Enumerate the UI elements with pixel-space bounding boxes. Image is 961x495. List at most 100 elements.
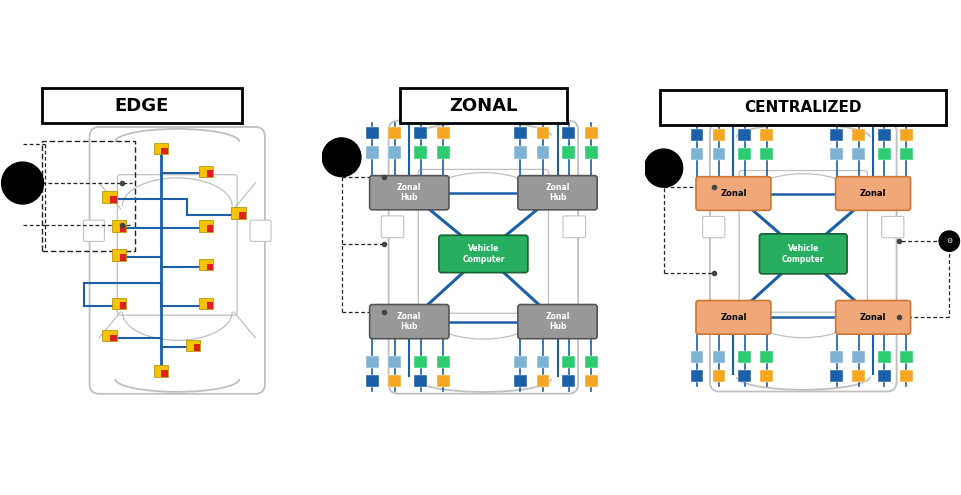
Circle shape [322, 138, 360, 177]
FancyBboxPatch shape [851, 370, 864, 382]
FancyBboxPatch shape [199, 297, 213, 309]
FancyBboxPatch shape [835, 300, 910, 334]
FancyBboxPatch shape [881, 216, 903, 238]
FancyBboxPatch shape [712, 351, 725, 363]
Text: Zonal: Zonal [859, 189, 885, 198]
FancyBboxPatch shape [103, 330, 116, 341]
FancyBboxPatch shape [250, 220, 271, 242]
FancyBboxPatch shape [758, 234, 847, 274]
FancyBboxPatch shape [759, 148, 773, 160]
FancyBboxPatch shape [119, 254, 126, 261]
FancyBboxPatch shape [835, 177, 910, 210]
FancyBboxPatch shape [759, 351, 773, 363]
FancyBboxPatch shape [388, 127, 401, 139]
FancyBboxPatch shape [584, 375, 597, 388]
FancyBboxPatch shape [413, 147, 427, 158]
FancyBboxPatch shape [562, 147, 575, 158]
FancyBboxPatch shape [513, 127, 527, 139]
FancyBboxPatch shape [369, 304, 449, 339]
FancyBboxPatch shape [381, 216, 404, 238]
FancyBboxPatch shape [119, 302, 126, 309]
FancyBboxPatch shape [562, 375, 575, 388]
FancyBboxPatch shape [899, 148, 912, 160]
FancyBboxPatch shape [232, 207, 245, 219]
FancyBboxPatch shape [369, 176, 449, 210]
FancyBboxPatch shape [207, 225, 213, 232]
FancyBboxPatch shape [712, 129, 725, 141]
FancyBboxPatch shape [238, 212, 245, 219]
FancyBboxPatch shape [877, 148, 890, 160]
FancyBboxPatch shape [154, 143, 168, 154]
FancyBboxPatch shape [759, 129, 773, 141]
FancyBboxPatch shape [388, 121, 578, 394]
FancyBboxPatch shape [737, 129, 751, 141]
FancyBboxPatch shape [877, 129, 890, 141]
FancyBboxPatch shape [759, 370, 773, 382]
FancyBboxPatch shape [388, 356, 401, 368]
FancyBboxPatch shape [418, 169, 548, 313]
Text: 🧠: 🧠 [659, 163, 666, 173]
FancyBboxPatch shape [117, 175, 237, 315]
FancyBboxPatch shape [112, 297, 126, 309]
FancyBboxPatch shape [110, 196, 116, 203]
Text: CENTRALIZED: CENTRALIZED [744, 100, 861, 115]
FancyBboxPatch shape [536, 147, 549, 158]
FancyBboxPatch shape [877, 351, 890, 363]
FancyBboxPatch shape [702, 216, 724, 238]
FancyBboxPatch shape [436, 147, 449, 158]
FancyBboxPatch shape [186, 340, 200, 351]
FancyBboxPatch shape [413, 356, 427, 368]
FancyBboxPatch shape [388, 375, 401, 388]
FancyBboxPatch shape [829, 129, 842, 141]
FancyBboxPatch shape [436, 127, 449, 139]
FancyBboxPatch shape [877, 370, 890, 382]
Text: Zonal
Hub: Zonal Hub [545, 183, 569, 202]
Text: ZONAL: ZONAL [449, 97, 517, 115]
FancyBboxPatch shape [690, 148, 702, 160]
FancyBboxPatch shape [119, 225, 126, 232]
FancyBboxPatch shape [436, 375, 449, 388]
FancyBboxPatch shape [659, 91, 946, 125]
FancyBboxPatch shape [737, 351, 751, 363]
Text: Zonal
Hub: Zonal Hub [397, 312, 421, 331]
FancyBboxPatch shape [365, 375, 379, 388]
FancyBboxPatch shape [89, 127, 264, 394]
FancyBboxPatch shape [536, 375, 549, 388]
Text: ⚙: ⚙ [946, 238, 951, 244]
Text: 🧠: 🧠 [338, 152, 345, 162]
FancyBboxPatch shape [399, 88, 567, 123]
FancyBboxPatch shape [738, 171, 867, 312]
FancyBboxPatch shape [199, 166, 213, 177]
FancyBboxPatch shape [438, 235, 528, 273]
FancyBboxPatch shape [388, 147, 401, 158]
Circle shape [2, 162, 43, 204]
FancyBboxPatch shape [517, 176, 597, 210]
FancyBboxPatch shape [436, 356, 449, 368]
FancyBboxPatch shape [690, 370, 702, 382]
FancyBboxPatch shape [690, 351, 702, 363]
FancyBboxPatch shape [709, 123, 896, 392]
FancyBboxPatch shape [584, 127, 597, 139]
FancyBboxPatch shape [712, 370, 725, 382]
FancyBboxPatch shape [513, 356, 527, 368]
FancyBboxPatch shape [829, 351, 842, 363]
FancyBboxPatch shape [562, 356, 575, 368]
Text: Zonal
Hub: Zonal Hub [397, 183, 421, 202]
FancyBboxPatch shape [690, 129, 702, 141]
FancyBboxPatch shape [365, 356, 379, 368]
Circle shape [938, 231, 958, 251]
FancyBboxPatch shape [851, 351, 864, 363]
Text: Zonal: Zonal [720, 313, 746, 322]
FancyBboxPatch shape [584, 356, 597, 368]
FancyBboxPatch shape [207, 264, 213, 270]
FancyBboxPatch shape [365, 147, 379, 158]
FancyBboxPatch shape [112, 249, 126, 261]
FancyBboxPatch shape [513, 147, 527, 158]
Text: 🧠: 🧠 [19, 178, 26, 188]
FancyBboxPatch shape [829, 370, 842, 382]
FancyBboxPatch shape [413, 375, 427, 388]
FancyBboxPatch shape [899, 370, 912, 382]
FancyBboxPatch shape [207, 170, 213, 177]
FancyBboxPatch shape [695, 177, 770, 210]
Text: Vehicle
Computer: Vehicle Computer [461, 244, 505, 264]
